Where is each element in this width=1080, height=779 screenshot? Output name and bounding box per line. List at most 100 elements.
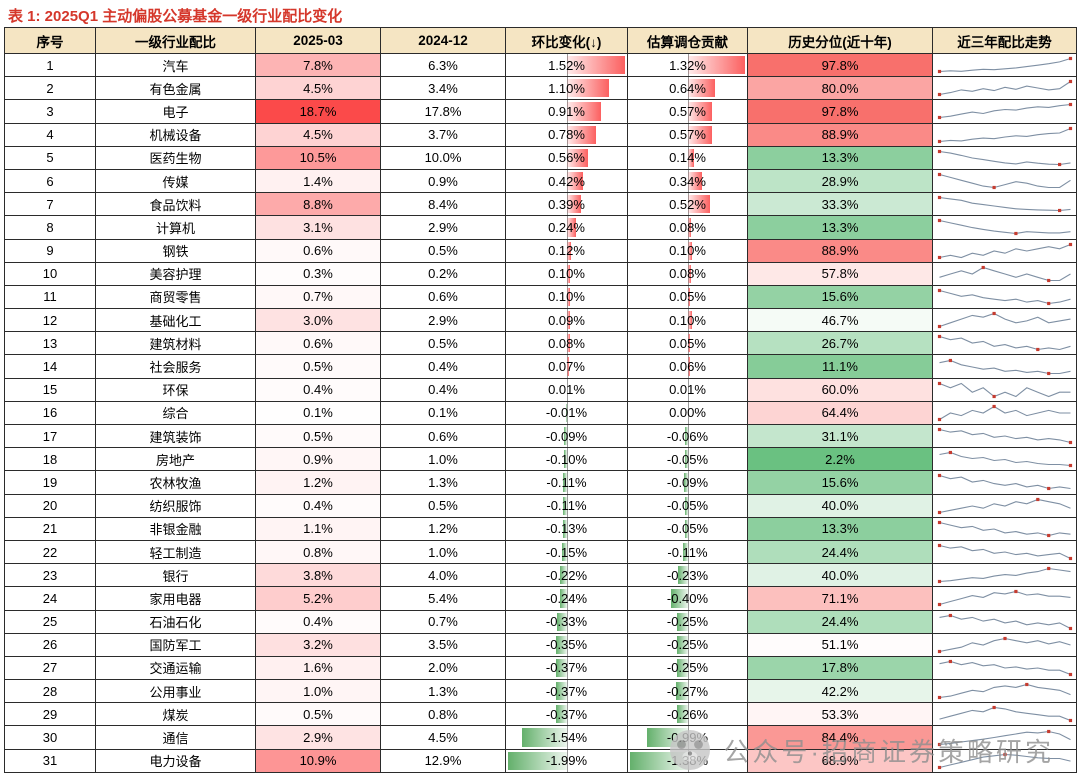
cell-mom-change: 0.12% [505, 238, 628, 263]
data-bar [676, 705, 688, 724]
column-header-5: 估算调仓贡献 [627, 27, 748, 54]
cell-trend-sparkline [932, 632, 1077, 657]
cell-percentile: 17.8% [747, 655, 933, 681]
column-header-7: 近三年配比走势 [932, 27, 1077, 54]
cell-seq: 12 [4, 308, 96, 333]
data-bar [566, 171, 583, 191]
cell-percentile: 88.9% [747, 238, 933, 263]
bar-cell-value: 0.10% [669, 312, 706, 328]
cell-trend-sparkline [932, 168, 1077, 194]
data-bar [563, 450, 567, 469]
cell-contribution: 0.05% [627, 284, 748, 310]
data-bar [685, 496, 688, 515]
cell-percentile: 13.3% [747, 516, 933, 541]
cell-seq: 10 [4, 261, 96, 286]
cell-alloc-2024-12: 0.2% [380, 261, 506, 286]
sparkline-chart [938, 265, 1071, 282]
industry-allocation-table: 序号 一级行业配比 2025-03 2024-12 环比变化(↓) 估算调仓贡献 历史分位(… [4, 27, 1077, 774]
data-bar [566, 125, 597, 144]
cell-alloc-2025-03: 3.2% [255, 632, 381, 657]
cell-industry: 建筑装饰 [95, 423, 256, 449]
bar-cell-value: -0.27% [666, 683, 709, 699]
cell-contribution: 0.14% [627, 145, 748, 170]
data-bar [563, 496, 567, 515]
table-row: 17 建筑装饰 0.5% 0.6% -0.09% -0.06% 31.1% [4, 423, 1077, 449]
bar-cell-value: -0.11% [546, 474, 587, 490]
table-row: 9 钢铁 0.6% 0.5% 0.12% 0.10% 88.9% [4, 238, 1077, 263]
data-bar [563, 473, 567, 492]
bar-cell-value: -0.40% [666, 590, 709, 606]
cell-seq: 26 [4, 632, 96, 657]
bar-cell-value: 0.91% [548, 103, 585, 119]
cell-alloc-2025-03: 4.5% [255, 76, 381, 101]
data-bar [687, 218, 691, 237]
cell-trend-sparkline [932, 238, 1077, 263]
cell-mom-change: 0.39% [505, 192, 628, 217]
table-row: 5 医药生物 10.5% 10.0% 0.56% 0.14% 13.3% [4, 145, 1077, 170]
cell-trend-sparkline [932, 76, 1077, 101]
cell-trend-sparkline [932, 261, 1077, 286]
cell-contribution: -0.11% [627, 539, 748, 565]
cell-seq: 2 [4, 76, 96, 101]
cell-trend-sparkline [932, 563, 1077, 588]
cell-percentile: 71.1% [747, 586, 933, 611]
cell-industry: 机械设备 [95, 122, 256, 147]
data-bar [555, 682, 567, 701]
sparkline-chart [937, 103, 1072, 120]
panda-logo-icon [669, 729, 711, 771]
bar-cell-value: 0.78% [548, 127, 585, 143]
data-bar [687, 287, 690, 307]
cell-seq: 13 [4, 331, 96, 356]
cell-industry: 农林牧渔 [95, 470, 256, 495]
cell-percentile: 97.8% [747, 99, 933, 124]
cell-industry: 综合 [95, 400, 256, 426]
sparkline-chart [937, 636, 1071, 653]
data-bar [687, 102, 713, 121]
cell-alloc-2024-12: 12.9% [380, 748, 506, 774]
data-bar [566, 311, 570, 330]
cell-industry: 交通运输 [95, 655, 256, 681]
cell-percentile: 60.0% [747, 377, 933, 402]
table-title: 表 1: 2025Q1 主动偏股公募基金一级行业配比变化 [8, 8, 343, 25]
cell-contribution: 0.05% [627, 331, 748, 356]
bar-cell-value: -0.05% [666, 498, 709, 514]
cell-percentile: 80.0% [747, 76, 933, 101]
cell-percentile: 51.1% [747, 632, 933, 657]
cell-seq: 18 [4, 447, 96, 472]
sparkline-chart [937, 427, 1072, 445]
cell-percentile: 31.1% [747, 423, 933, 449]
data-bar [687, 125, 713, 144]
table-row: 26 国防军工 3.2% 3.5% -0.35% -0.25% 51.1% [4, 632, 1077, 657]
table-row: 4 机械设备 4.5% 3.7% 0.78% 0.57% 88.9% [4, 122, 1077, 147]
cell-percentile: 24.4% [747, 539, 933, 565]
cell-contribution: -0.06% [627, 423, 748, 449]
bar-cell-value: -0.37% [545, 683, 588, 699]
cell-trend-sparkline [932, 493, 1077, 518]
data-bar [566, 79, 609, 98]
cell-mom-change: -0.33% [505, 609, 628, 634]
cell-seq: 1 [4, 52, 96, 78]
cell-contribution: 0.52% [627, 192, 748, 217]
cell-percentile: 84.4% [747, 725, 933, 750]
cell-seq: 30 [4, 725, 96, 750]
data-bar [685, 427, 688, 446]
cell-industry: 建筑材料 [95, 331, 256, 356]
cell-industry: 纺织服饰 [95, 493, 256, 518]
sparkline-chart [937, 381, 1070, 398]
table-row: 21 非银金融 1.1% 1.2% -0.13% -0.05% 13.3% [4, 516, 1077, 541]
cell-alloc-2024-12: 2.9% [380, 308, 506, 333]
cell-mom-change: 0.07% [505, 354, 628, 379]
cell-trend-sparkline [932, 331, 1077, 356]
cell-trend-sparkline [932, 539, 1077, 565]
sparkline-chart [937, 497, 1071, 514]
cell-mom-change: 0.91% [505, 99, 628, 124]
cell-alloc-2025-03: 0.5% [255, 423, 381, 449]
cell-alloc-2024-12: 10.0% [380, 145, 506, 170]
cell-percentile: 97.8% [747, 52, 933, 78]
data-bar [685, 450, 688, 469]
sparkline-chart [937, 149, 1071, 166]
cell-seq: 4 [4, 122, 96, 147]
cell-alloc-2025-03: 1.6% [255, 655, 381, 681]
table-row: 7 食品饮料 8.8% 8.4% 0.39% 0.52% 33.3% [4, 192, 1077, 217]
